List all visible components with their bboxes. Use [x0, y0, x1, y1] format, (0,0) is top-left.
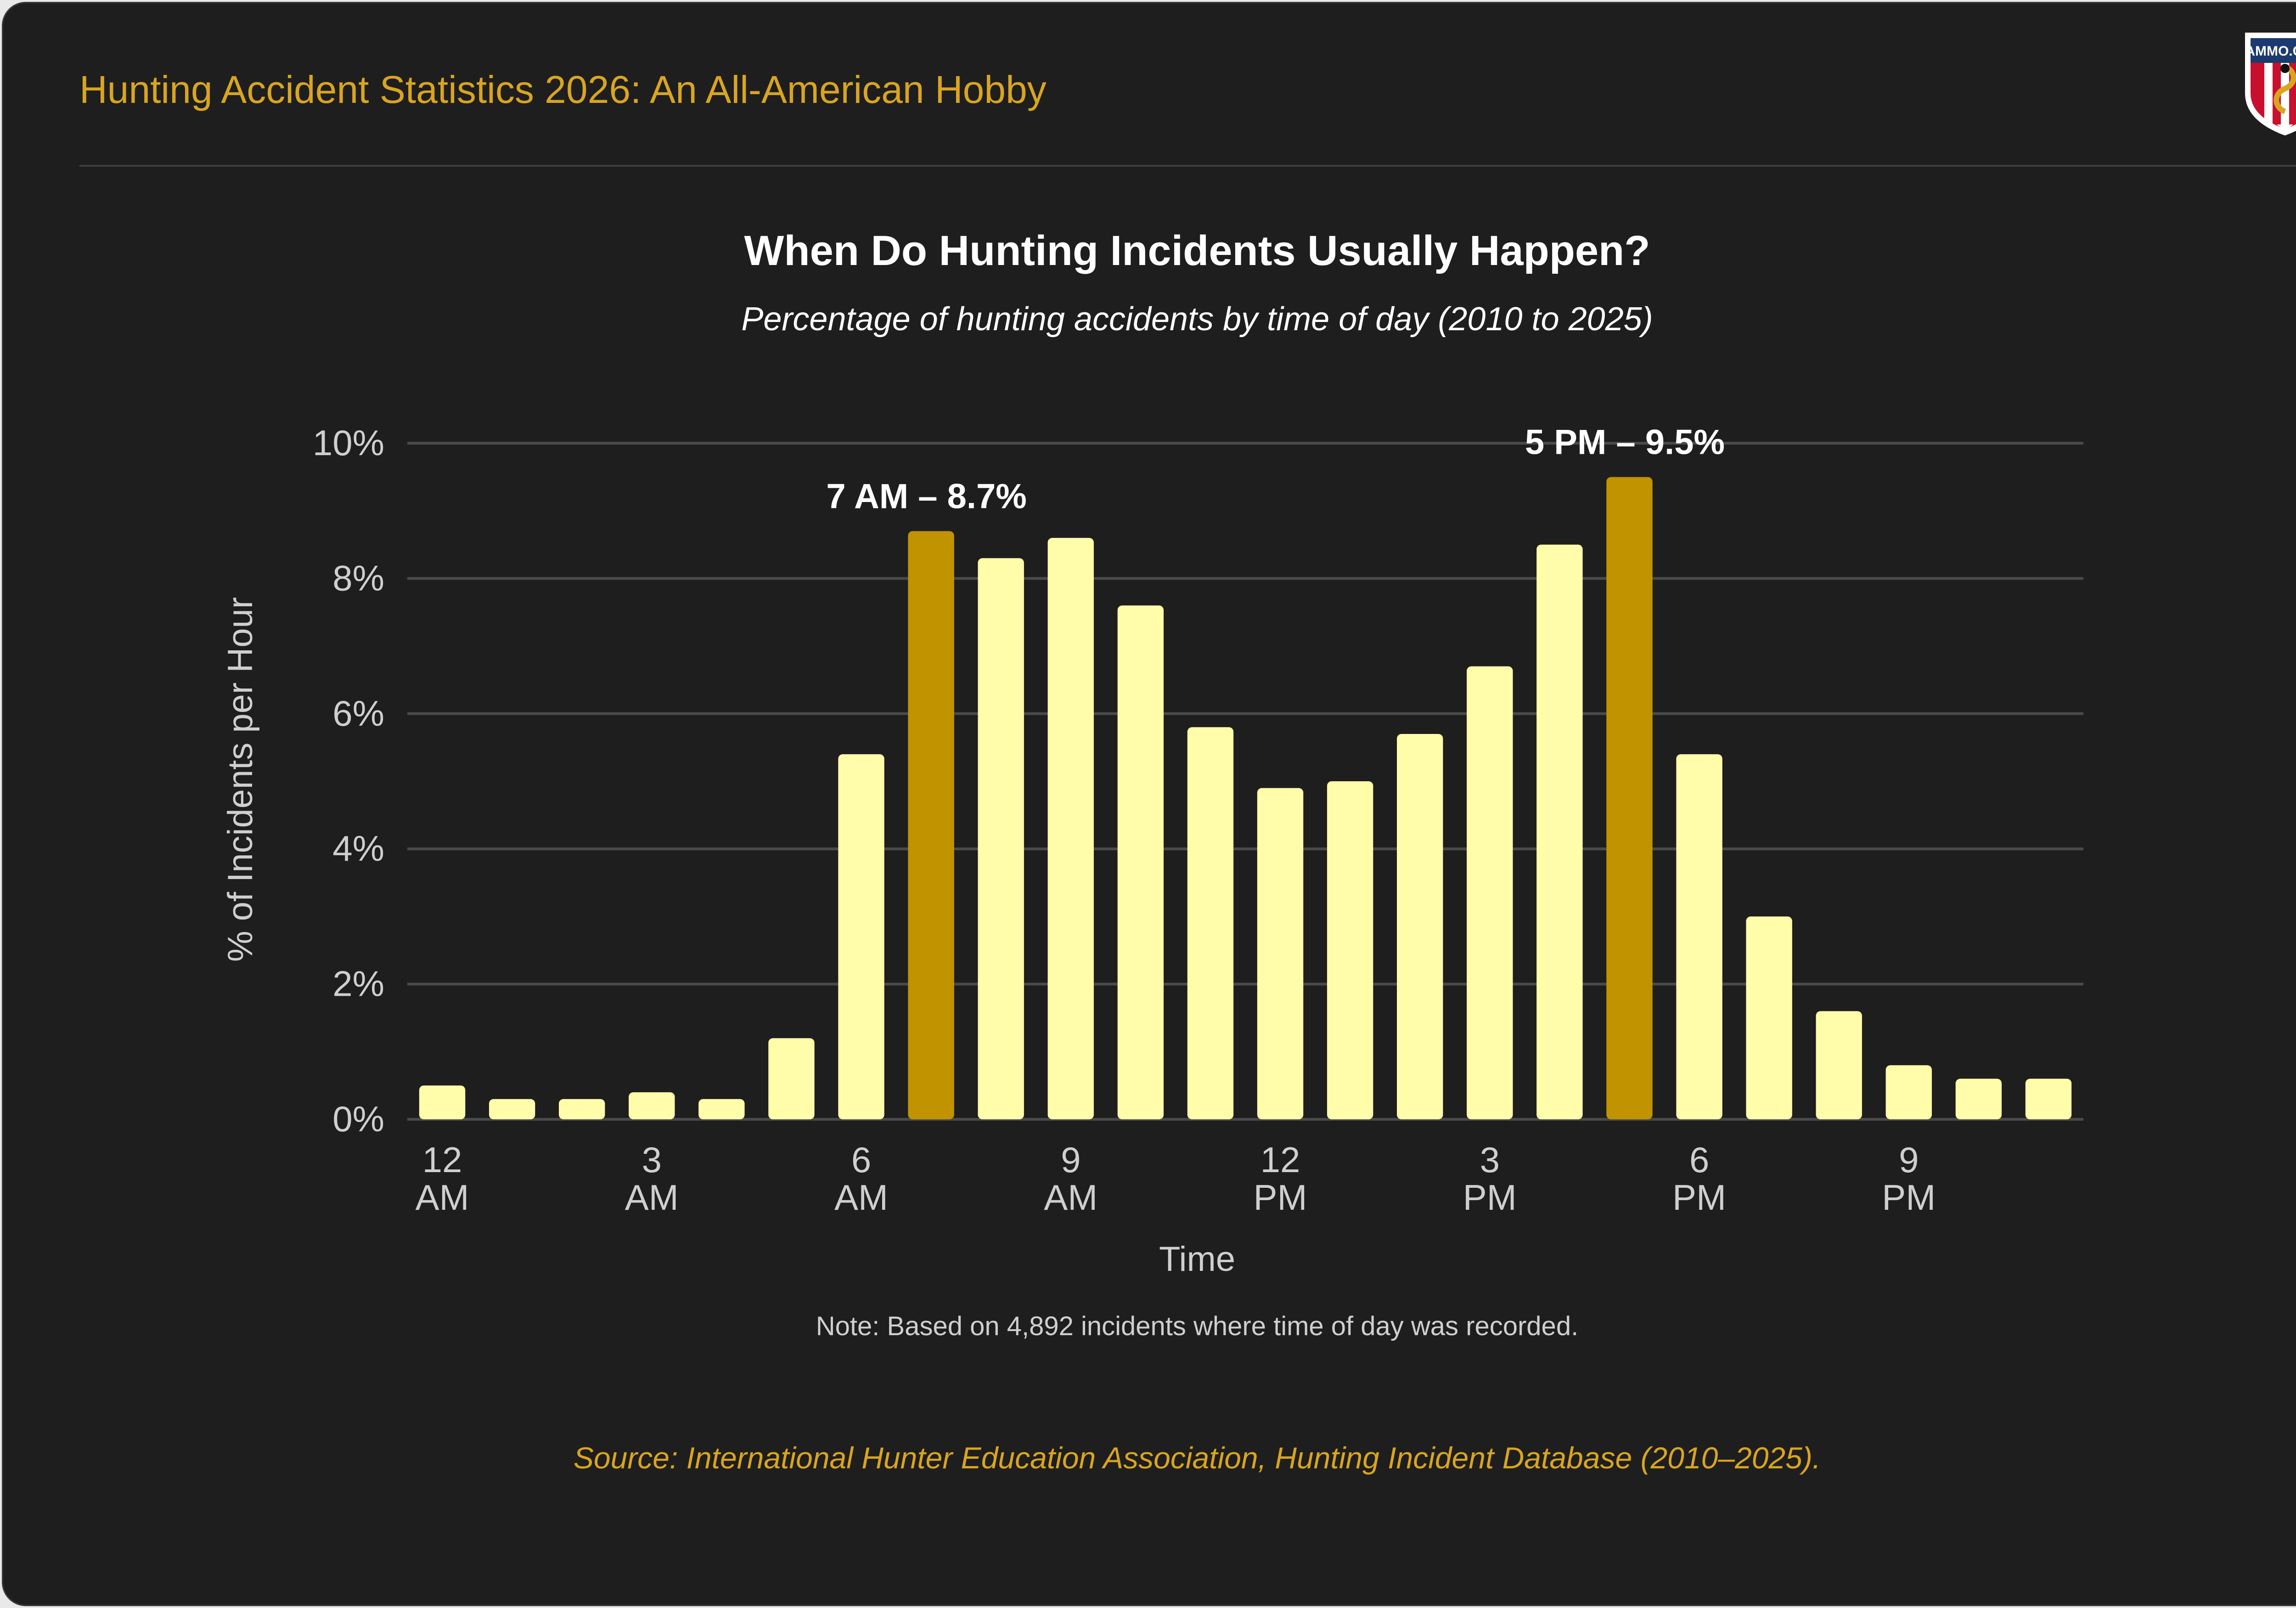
bar: [1047, 538, 1094, 1119]
bar: [978, 558, 1024, 1119]
ammo-logo-icon: AMMO.COM: [2245, 33, 2296, 135]
y-tick-label: 4%: [332, 828, 384, 869]
chart-subtitle: Percentage of hunting accidents by time …: [741, 301, 1653, 338]
x-tick-label: PM: [1672, 1177, 1726, 1218]
x-tick-label: 6: [851, 1140, 871, 1180]
bar: [2025, 1078, 2072, 1119]
y-tick-label: 6%: [332, 693, 384, 733]
bar: [489, 1099, 535, 1119]
x-tick-label: 9: [1061, 1140, 1080, 1180]
bar: [559, 1099, 605, 1119]
footnote: Note: Based on 4,892 incidents where tim…: [816, 1311, 1578, 1341]
page-title: Hunting Accident Statistics 2026: An All…: [79, 68, 1047, 111]
x-tick-label: PM: [1463, 1177, 1517, 1218]
bar-highlight: [908, 531, 954, 1119]
x-tick-label: AM: [834, 1177, 888, 1218]
bar: [1467, 666, 1513, 1119]
bar-highlight: [1606, 477, 1653, 1119]
bar: [1117, 605, 1164, 1119]
x-tick-label: 3: [1480, 1140, 1500, 1180]
y-tick-label: 10%: [313, 423, 384, 463]
header-divider: [79, 165, 2296, 167]
bar: [1187, 727, 1234, 1119]
y-tick-label: 2%: [332, 964, 384, 1004]
data-label: 5 PM – 9.5%: [1525, 423, 1725, 462]
x-tick-label: 9: [1899, 1140, 1919, 1180]
bar: [1816, 1011, 1862, 1119]
bar: [629, 1092, 675, 1119]
annotations: 7 AM – 8.7% 5 PM – 9.5%: [826, 423, 1725, 516]
source-citation: Source: International Hunter Education A…: [574, 1441, 1821, 1475]
chart-title: When Do Hunting Incidents Usually Happen…: [744, 227, 1650, 274]
x-tick-label: 12: [1261, 1140, 1300, 1180]
x-tick-label: PM: [1882, 1177, 1936, 1218]
x-tick-label: 6: [1689, 1140, 1709, 1180]
x-tick-label: AM: [1044, 1177, 1097, 1218]
x-axis-title: Time: [1159, 1240, 1235, 1279]
bar: [1536, 544, 1583, 1119]
bar: [768, 1038, 815, 1119]
y-tick-label: 0%: [332, 1099, 384, 1139]
bar: [419, 1085, 466, 1119]
bar: [1955, 1078, 2002, 1119]
x-tick-label: 3: [642, 1140, 662, 1180]
bar: [838, 754, 884, 1119]
bar: [1327, 781, 1373, 1119]
y-tick-label: 8%: [332, 558, 384, 598]
y-axis-title: % of Incidents per Hour: [221, 597, 260, 962]
logo-text: AMMO.COM: [2245, 44, 2296, 59]
x-tick-label: AM: [416, 1177, 469, 1218]
bar: [1746, 916, 1792, 1119]
bar-chart: When Do Hunting Incidents Usually Happen…: [221, 227, 2083, 1475]
y-axis-ticks: 0% 2% 4% 6% 8% 10%: [313, 423, 384, 1139]
bars: [419, 477, 2072, 1119]
bar: [1397, 733, 1443, 1119]
bar: [1885, 1065, 1932, 1119]
x-tick-label: PM: [1254, 1177, 1307, 1218]
x-tick-label: 12: [422, 1140, 462, 1180]
bar: [1676, 754, 1722, 1119]
bar: [1257, 788, 1304, 1119]
data-label: 7 AM – 8.7%: [826, 477, 1026, 516]
bar: [698, 1099, 745, 1119]
gridlines: [407, 442, 2083, 1121]
x-tick-label: AM: [625, 1177, 679, 1218]
